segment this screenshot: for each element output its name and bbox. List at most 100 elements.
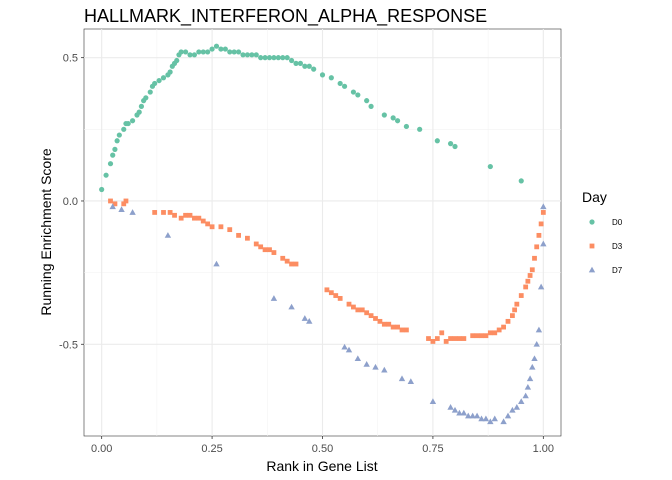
data-point	[245, 235, 250, 241]
y-tick-label: -0.5	[59, 339, 78, 351]
data-point	[518, 398, 525, 405]
data-point	[479, 333, 484, 339]
data-point	[205, 221, 211, 227]
data-point	[324, 287, 330, 293]
data-point	[178, 49, 184, 55]
data-point	[328, 75, 334, 81]
data-point	[112, 201, 118, 207]
data-point	[529, 363, 536, 370]
gridlines	[84, 29, 561, 436]
data-point	[482, 415, 490, 422]
data-point	[470, 333, 476, 339]
x-tick-label: 0.25	[201, 443, 222, 455]
data-point	[306, 63, 312, 69]
data-point	[152, 80, 158, 87]
data-point	[218, 224, 224, 230]
data-point	[178, 215, 184, 221]
data-point	[403, 123, 410, 130]
data-point	[160, 75, 167, 81]
legend-items: D0 D3 D7	[588, 218, 623, 275]
data-point	[351, 304, 356, 310]
data-point	[129, 209, 136, 215]
data-point	[341, 83, 348, 89]
data-point	[136, 109, 142, 115]
data-point	[536, 232, 542, 238]
data-point	[275, 55, 281, 61]
data-point	[487, 330, 493, 336]
data-point	[478, 415, 485, 422]
legend-label: D3	[612, 242, 623, 251]
data-point	[288, 57, 295, 64]
data-point	[505, 318, 511, 324]
data-point	[346, 301, 352, 307]
data-point	[200, 49, 206, 55]
data-point	[532, 255, 537, 261]
data-point	[167, 69, 173, 75]
y-tick-label: 0.0	[63, 196, 78, 208]
data-point	[404, 327, 409, 333]
data-point	[473, 412, 481, 419]
data-point	[213, 43, 220, 49]
data-point	[524, 383, 532, 390]
data-point	[496, 327, 502, 333]
data-point	[262, 247, 268, 253]
data-point	[152, 210, 158, 215]
data-point	[262, 55, 268, 61]
data-point	[301, 315, 309, 321]
data-point	[293, 261, 299, 267]
data-point	[460, 409, 468, 416]
chart-title: HALLMARK_INTERFERON_ALPHA_RESPONSE	[84, 6, 487, 27]
data-point	[363, 361, 370, 367]
data-point	[200, 218, 206, 224]
legend-key-d7	[588, 266, 596, 273]
data-point	[529, 267, 535, 273]
data-point	[209, 46, 215, 52]
x-tick-label: 0.75	[422, 443, 443, 455]
data-point	[236, 232, 241, 238]
data-point	[284, 55, 290, 61]
data-point	[187, 52, 193, 58]
data-point	[187, 212, 193, 218]
data-point	[319, 72, 326, 78]
legend-label: D0	[612, 218, 623, 227]
data-point	[227, 49, 233, 55]
data-point	[121, 201, 127, 207]
data-point	[390, 324, 396, 330]
data-point	[110, 152, 116, 158]
data-point	[209, 224, 215, 230]
data-point	[381, 366, 388, 373]
y-tick-label: 0.5	[63, 53, 78, 65]
data-point	[333, 293, 339, 298]
data-point	[109, 203, 116, 210]
legend-title: Day	[582, 189, 607, 205]
data-point	[164, 232, 172, 238]
data-point	[364, 98, 370, 104]
data-point	[368, 103, 374, 109]
data-point	[345, 346, 353, 353]
data-point	[191, 52, 198, 58]
data-point	[121, 126, 127, 132]
series-d0	[99, 43, 524, 193]
data-point	[509, 406, 516, 413]
data-point	[534, 244, 540, 250]
data-point	[452, 336, 458, 341]
data-point	[311, 66, 317, 72]
y-axis: 0.5 0.0 -0.5	[59, 53, 84, 351]
data-point	[518, 293, 524, 298]
data-point	[373, 316, 378, 321]
data-point	[280, 255, 286, 261]
data-point	[143, 95, 149, 101]
data-point	[337, 296, 343, 301]
data-points	[99, 43, 547, 425]
data-point	[161, 210, 166, 215]
data-point	[426, 336, 431, 341]
data-point	[355, 92, 361, 98]
data-point	[535, 326, 543, 333]
data-point	[501, 324, 506, 330]
data-point	[231, 49, 237, 55]
data-point	[103, 172, 109, 178]
data-point	[354, 355, 362, 362]
data-point	[487, 418, 494, 425]
x-tick-label: 0.50	[312, 443, 333, 455]
series-d3	[108, 198, 546, 344]
